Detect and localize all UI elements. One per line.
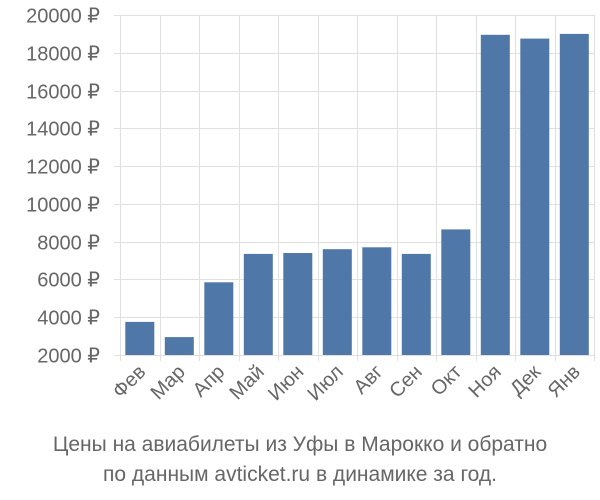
x-tick-label: Окт (427, 361, 466, 400)
caption-line-2: по данным avticket.ru в динамике за год. (103, 463, 497, 486)
y-tick-label: 4000 ₽ (37, 308, 100, 330)
bar-1 (125, 321, 155, 355)
caption-line-1: Цены на авиабилеты из Уфы в Марокко и об… (52, 433, 548, 456)
bar-7 (362, 247, 392, 355)
grid (114, 15, 595, 361)
y-tick-label: 8000 ₽ (37, 233, 100, 255)
y-axis-labels: 2000 ₽ 4000 ₽ 6000 ₽ 8000 ₽ 10000 ₽ 12000 ₽ 14… (26, 6, 100, 368)
x-tick-label: Авг (350, 361, 388, 399)
x-tick-label: Сен (385, 361, 426, 402)
x-tick-label: Май (226, 361, 269, 404)
y-tick-label: 12000 ₽ (26, 157, 100, 179)
bar-chart: 2000 ₽ 4000 ₽ 6000 ₽ 8000 ₽ 10000 ₽ 12000 ₽ 14… (26, 6, 595, 405)
bar-8 (401, 253, 431, 355)
bar-9 (441, 229, 471, 355)
bars (125, 33, 589, 356)
x-tick-label: Июл (304, 361, 348, 405)
bar-6 (322, 249, 352, 355)
x-tick-label: Янв (544, 361, 585, 402)
bar-4 (243, 253, 273, 355)
x-tick-label: Июн (264, 361, 308, 405)
x-tick-label: Ноя (464, 361, 505, 402)
bar-2 (164, 337, 194, 355)
x-tick-label: Фев (109, 361, 151, 403)
chart-caption: Цены на авиабилеты из Уфы в Марокко и об… (0, 430, 600, 490)
y-tick-label: 6000 ₽ (37, 270, 100, 292)
y-tick-label: 10000 ₽ (26, 195, 100, 217)
bar-3 (204, 282, 234, 355)
bar-12 (559, 33, 589, 356)
y-tick-label: 20000 ₽ (26, 6, 100, 28)
y-tick-label: 18000 ₽ (26, 44, 100, 66)
x-tick-label: Апр (189, 361, 230, 402)
x-tick-label: Дек (506, 361, 545, 400)
y-tick-label: 16000 ₽ (26, 82, 100, 104)
y-tick-label: 2000 ₽ (37, 346, 100, 368)
bar-11 (520, 38, 550, 355)
bar-5 (283, 253, 313, 355)
bar-10 (480, 34, 510, 356)
y-tick-label: 14000 ₽ (26, 119, 100, 141)
x-tick-label: Мар (147, 361, 190, 404)
